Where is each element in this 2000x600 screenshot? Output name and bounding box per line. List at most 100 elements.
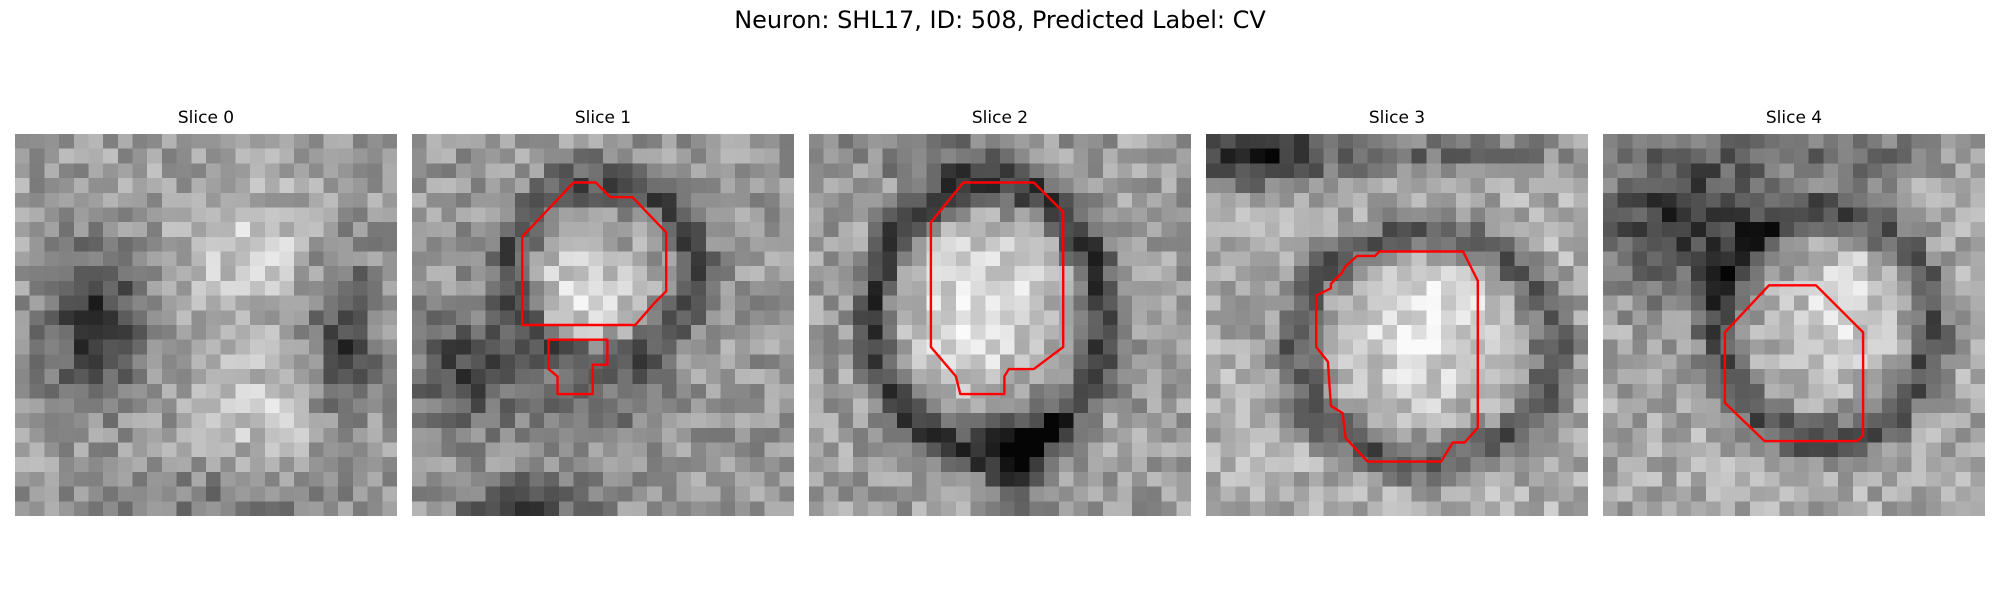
- pixel-cell: [529, 310, 545, 326]
- pixel-cell: [941, 280, 957, 297]
- pixel-cell: [617, 427, 633, 444]
- pixel-cell: [1735, 310, 1751, 326]
- pixel-cell: [1176, 457, 1191, 473]
- pixel-cell: [691, 369, 707, 385]
- pixel-cell: [1691, 251, 1707, 267]
- pixel-cell: [29, 325, 45, 341]
- pixel-cell: [323, 442, 339, 458]
- pixel-cell: [911, 442, 928, 458]
- pixel-cell: [1514, 325, 1530, 341]
- pixel-cell: [838, 163, 854, 179]
- pixel-cell: [132, 178, 148, 194]
- pixel-cell: [1029, 163, 1045, 179]
- pixel-cell: [1647, 427, 1663, 444]
- pixel-cell: [1146, 339, 1163, 355]
- pixel-cell: [691, 222, 707, 238]
- pixel-cell: [1573, 207, 1588, 223]
- pixel-cell: [264, 442, 281, 458]
- slice-image-4: [1603, 134, 1985, 516]
- pixel-cell: [456, 398, 472, 414]
- pixel-cell: [1617, 383, 1633, 400]
- pixel-cell: [1632, 310, 1648, 326]
- pixel-cell: [1911, 413, 1927, 429]
- pixel-cell: [1338, 369, 1354, 385]
- pixel-cell: [1823, 207, 1839, 223]
- pixel-cell: [544, 383, 560, 400]
- pixel-cell: [1206, 178, 1222, 194]
- pixel-cell: [1955, 369, 1971, 385]
- pixel-cell: [985, 134, 1001, 150]
- pixel-cell: [44, 266, 60, 282]
- pixel-cell: [1411, 207, 1427, 223]
- pixel-cell: [1117, 369, 1133, 385]
- pixel-cell: [749, 134, 766, 150]
- pixel-cell: [1044, 163, 1060, 179]
- pixel-cell: [264, 501, 281, 516]
- pixel-cell: [661, 442, 678, 458]
- pixel-cell: [1058, 325, 1075, 341]
- pixel-cell: [514, 163, 531, 179]
- pixel-cell: [1676, 413, 1692, 429]
- pixel-cell: [1455, 236, 1472, 253]
- pixel-cell: [941, 236, 957, 253]
- pixel-cell: [1573, 325, 1588, 341]
- pixel-cell: [88, 178, 104, 194]
- pixel-cell: [191, 280, 207, 297]
- pixel-cell: [955, 398, 972, 414]
- pixel-cell: [735, 236, 751, 253]
- pixel-cell: [1117, 163, 1133, 179]
- pixel-cell: [867, 236, 884, 253]
- pixel-cell: [352, 501, 369, 516]
- pixel-cell: [1161, 427, 1177, 444]
- pixel-cell: [529, 457, 545, 473]
- pixel-cell: [264, 163, 281, 179]
- pixel-cell: [1896, 369, 1913, 385]
- pixel-cell: [1823, 280, 1839, 297]
- pixel-cell: [250, 163, 266, 179]
- pixel-cell: [220, 310, 236, 326]
- pixel-cell: [1161, 207, 1177, 223]
- pixel-cell: [1691, 457, 1707, 473]
- pixel-cell: [1073, 442, 1089, 458]
- pixel-cell: [500, 163, 516, 179]
- pixel-cell: [764, 383, 780, 400]
- pixel-cell: [809, 486, 825, 502]
- pixel-cell: [1146, 178, 1163, 194]
- pixel-cell: [117, 163, 134, 179]
- pixel-cell: [1764, 413, 1780, 429]
- pixel-cell: [117, 369, 134, 385]
- pixel-cell: [1250, 134, 1266, 150]
- pixel-cell: [1543, 163, 1560, 179]
- pixel-cell: [867, 148, 884, 164]
- pixel-cell: [485, 148, 501, 164]
- pixel-cell: [338, 427, 354, 444]
- pixel-cell: [485, 501, 501, 516]
- pixel-cell: [867, 471, 884, 488]
- pixel-cell: [338, 501, 354, 516]
- pixel-cell: [1206, 471, 1222, 488]
- pixel-cell: [1926, 398, 1942, 414]
- pixel-cell: [1882, 207, 1898, 223]
- pixel-cell: [779, 148, 794, 164]
- pixel-cell: [1382, 295, 1398, 311]
- pixel-cell: [323, 295, 339, 311]
- pixel-cell: [661, 471, 678, 488]
- pixel-cell: [1529, 163, 1545, 179]
- pixel-cell: [470, 163, 487, 179]
- pixel-cell: [250, 354, 266, 370]
- pixel-cell: [558, 310, 575, 326]
- pixel-cell: [1426, 369, 1442, 385]
- pixel-cell: [1661, 148, 1678, 164]
- pixel-cell: [1485, 236, 1501, 253]
- pixel-cell: [1132, 236, 1148, 253]
- pixel-cell: [1206, 236, 1222, 253]
- pixel-cell: [294, 178, 310, 194]
- pixel-cell: [1044, 383, 1060, 400]
- pixel-cell: [1823, 383, 1839, 400]
- pixel-cell: [1970, 354, 1985, 370]
- pixel-cell: [103, 427, 119, 444]
- pixel-cell: [1470, 501, 1486, 516]
- pixel-cell: [1397, 295, 1413, 311]
- pixel-cell: [897, 383, 913, 400]
- pixel-cell: [15, 442, 31, 458]
